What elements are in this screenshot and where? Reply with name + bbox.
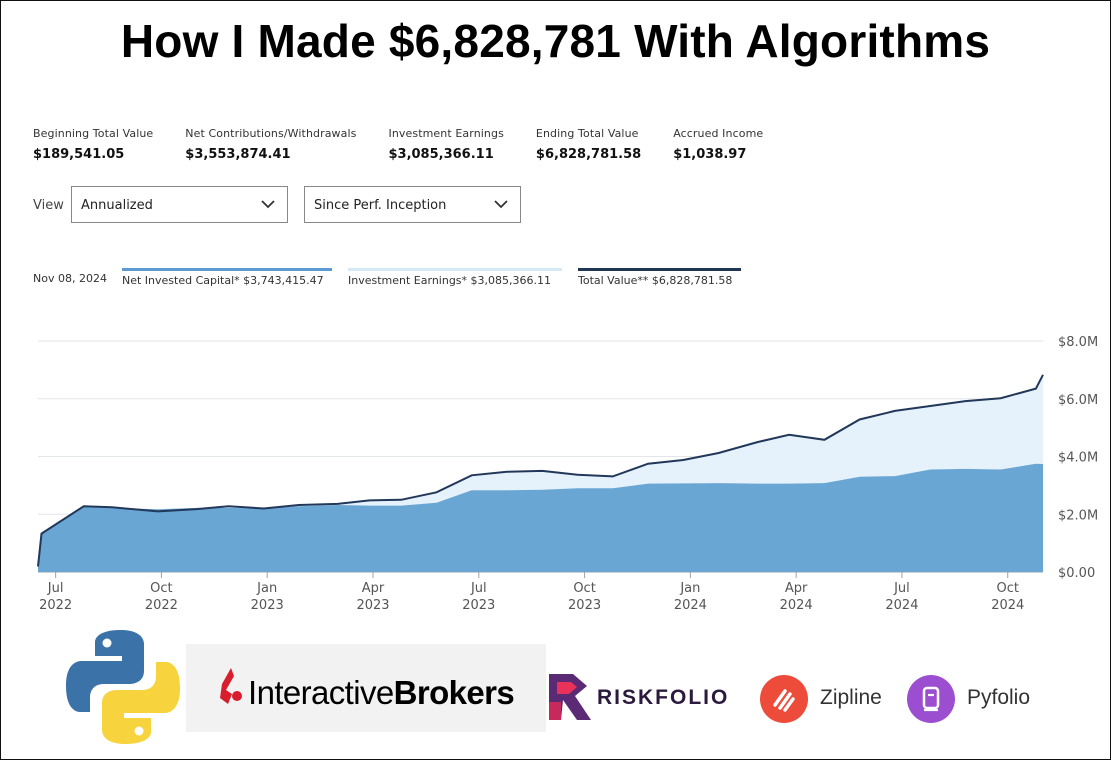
view-label: View — [33, 198, 64, 213]
x-tick-label-year: 2024 — [674, 598, 707, 613]
x-tick-label-month: Jul — [893, 581, 910, 596]
stat-value: $1,038.97 — [673, 147, 747, 162]
x-tick-label-year: 2024 — [780, 598, 813, 613]
stat-label: Net Contributions/Withdrawals — [185, 127, 357, 140]
net-invested-capital-area — [38, 463, 1043, 572]
stat-ending-total-value: Ending Total Value $6,828,781.58 — [536, 127, 641, 162]
legend-label: Investment Earnings* $3,085,366.11 — [348, 274, 552, 287]
x-axis: Jul 2022 Oct 2022 Jan 2023 Apr 2023 Jul 2023 Oct 20… — [39, 572, 1024, 613]
legend-total-value[interactable]: Total Value** $6,828,781.58 — [578, 268, 741, 287]
interactive-brokers-wordmark: InteractiveBrokers — [248, 674, 515, 711]
legend-swatch — [122, 268, 332, 271]
x-tick-label-month: Jan — [256, 581, 277, 596]
interactive-brokers-flame-icon — [220, 668, 242, 704]
pyfolio-logo-icon — [907, 675, 955, 723]
legend-net-invested-capital[interactable]: Net Invested Capital* $3,743,415.47 — [122, 268, 332, 287]
x-tick-label-month: Oct — [150, 581, 172, 596]
stat-value: $3,085,366.11 — [388, 147, 494, 162]
pyfolio-wordmark: Pyfolio — [967, 686, 1031, 709]
zipline-logo-icon — [760, 675, 808, 723]
stat-label: Ending Total Value — [535, 127, 639, 140]
chevron-down-icon — [261, 200, 275, 209]
period-type-value: Annualized — [81, 198, 153, 213]
x-tick-label-year: 2024 — [885, 598, 918, 613]
performance-chart: $0.00 $2.0M $4.0M $6.0M $8.0M Jul 2022 Oct 2022… — [37, 335, 1098, 613]
stat-value: $6,828,781.58 — [535, 147, 642, 162]
x-tick-label-month: Oct — [996, 581, 1018, 596]
date-range-value: Since Perf. Inception — [314, 198, 447, 213]
y-tick-label: $8.0M — [1058, 335, 1098, 350]
x-tick-label-year: 2023 — [251, 598, 284, 613]
x-tick-label-month: Jan — [679, 581, 700, 596]
x-tick-label-month: Apr — [362, 581, 385, 596]
x-tick-label-month: Apr — [785, 581, 808, 596]
stat-label: Beginning Total Value — [33, 127, 154, 140]
x-tick-label-year: 2022 — [145, 598, 178, 613]
stat-net-contributions: Net Contributions/Withdrawals $3,553,874… — [185, 127, 356, 162]
y-tick-label: $2.0M — [1058, 508, 1098, 523]
y-tick-label: $0.00 — [1058, 566, 1095, 581]
riskfolio-wordmark: RISKFOLIO — [597, 686, 730, 709]
stat-label: Accrued Income — [673, 127, 764, 140]
stat-accrued-income: Accrued Income $1,038.97 — [673, 127, 763, 162]
legend-date: Nov 08, 2024 — [33, 272, 107, 285]
date-range-select[interactable]: Since Perf. Inception — [304, 186, 521, 223]
x-tick-label-month: Jul — [47, 581, 64, 596]
stat-label: Investment Earnings — [388, 127, 504, 140]
interactive-brokers-logo — [186, 644, 546, 732]
x-tick-label-year: 2023 — [462, 598, 495, 613]
legend-swatch — [348, 268, 562, 271]
total-value-line — [37, 374, 1044, 567]
x-tick-label-year: 2023 — [568, 598, 601, 613]
stat-value: $3,553,874.41 — [185, 147, 291, 162]
x-tick-label-year: 2023 — [356, 598, 389, 613]
python-logo-icon — [66, 630, 180, 744]
stat-beginning-total-value: Beginning Total Value $189,541.05 — [33, 127, 153, 162]
riskfolio-logo-icon — [549, 674, 591, 720]
stat-value: $189,541.05 — [33, 147, 125, 162]
y-tick-label: $4.0M — [1058, 451, 1098, 466]
x-tick-label-year: 2022 — [39, 598, 72, 613]
x-tick-label-month: Jul — [470, 581, 487, 596]
x-tick-label-year: 2024 — [991, 598, 1024, 613]
y-axis: $0.00 $2.0M $4.0M $6.0M $8.0M — [1058, 335, 1098, 581]
zipline-wordmark: Zipline — [820, 686, 882, 709]
legend-label: Total Value** $6,828,781.58 — [578, 274, 733, 287]
legend-label: Net Invested Capital* $3,743,415.47 — [122, 274, 324, 287]
y-tick-label: $6.0M — [1058, 393, 1098, 408]
period-type-select[interactable]: Annualized — [71, 186, 288, 223]
legend-investment-earnings[interactable]: Investment Earnings* $3,085,366.11 — [348, 268, 562, 287]
page-title: How I Made $6,828,781 With Algorithms — [120, 15, 991, 67]
investment-earnings-area — [38, 374, 1043, 567]
logo-strip: InteractiveBrokers RISKFOLIO Zipline Pyf… — [0, 620, 1111, 755]
legend-swatch — [578, 268, 741, 271]
stat-investment-earnings: Investment Earnings $3,085,366.11 — [388, 127, 503, 162]
chevron-down-icon — [494, 200, 508, 209]
x-tick-label-month: Oct — [573, 581, 595, 596]
summary-stats: Beginning Total Value $189,541.05 Net Co… — [33, 127, 795, 162]
